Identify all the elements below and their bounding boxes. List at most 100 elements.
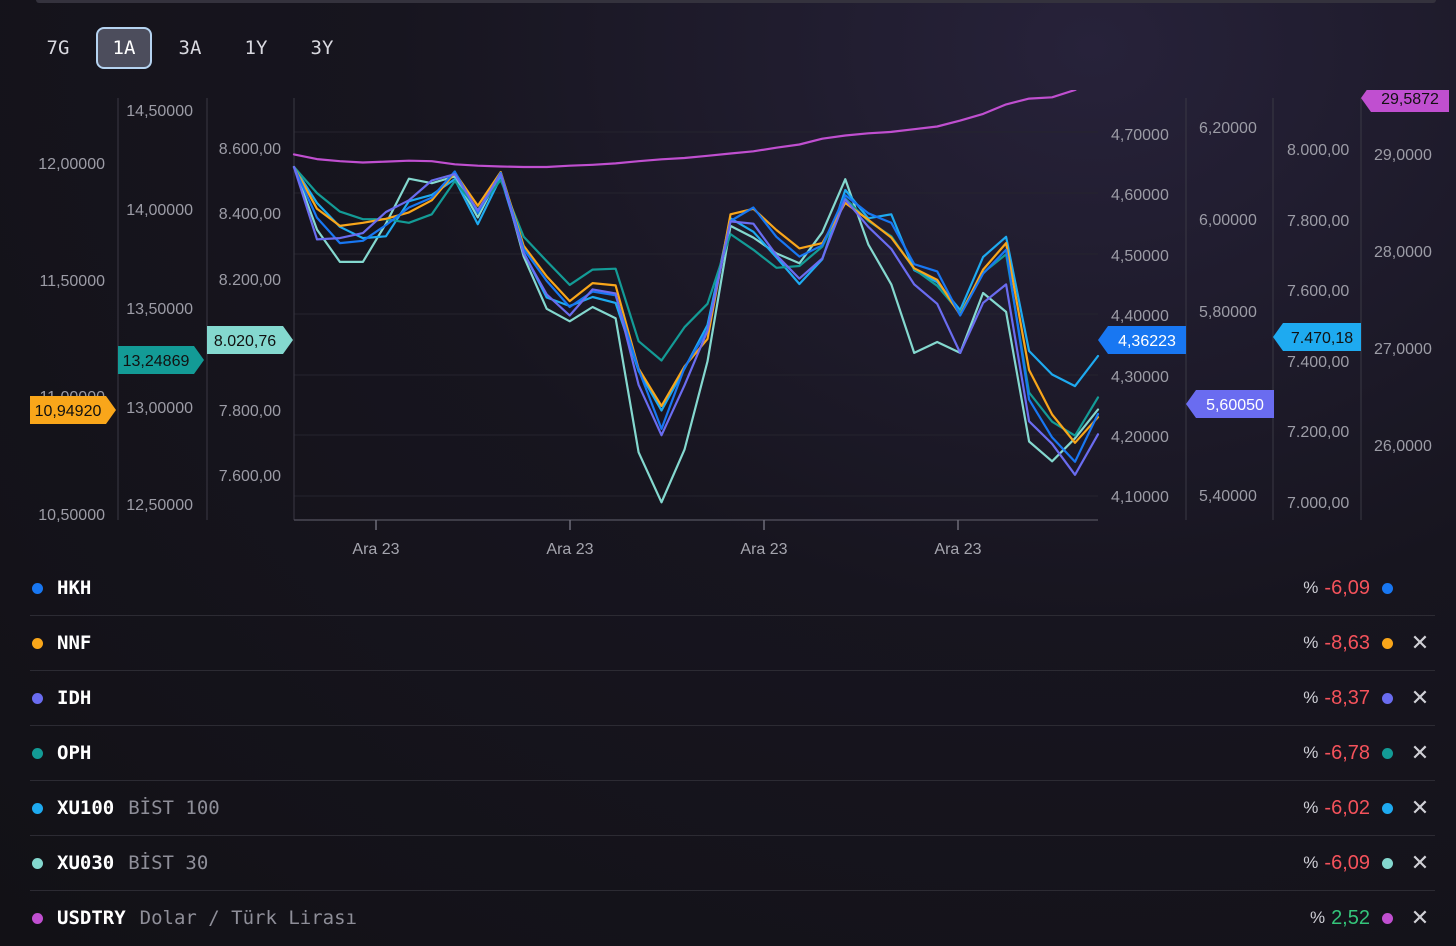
tick-label-a3-0: 8.600,00 bbox=[219, 141, 281, 158]
series-color-dot bbox=[32, 857, 43, 869]
x-tick-label-0: Ara 23 bbox=[352, 541, 399, 558]
percent-change: -8,63 bbox=[1324, 631, 1370, 654]
close-icon[interactable]: ✕ bbox=[1410, 685, 1430, 710]
series-color-dot bbox=[32, 747, 43, 759]
tab-1a[interactable]: 1A bbox=[96, 27, 152, 69]
series-line-hkh bbox=[292, 165, 1100, 463]
tab-3a[interactable]: 3A bbox=[178, 37, 202, 59]
tick-label-a4-6: 4,10000 bbox=[1111, 489, 1169, 506]
percent-sign: % bbox=[1303, 743, 1319, 762]
legend-row-hkh[interactable]: HKH% -6,09 bbox=[30, 561, 1435, 616]
value-tag-a4 bbox=[1098, 326, 1186, 354]
legend-row-nnf[interactable]: NNF% -8,63 ✕ bbox=[30, 616, 1435, 671]
value-tag-a7 bbox=[1361, 90, 1449, 112]
legend-symbol: XU030 bbox=[57, 852, 115, 874]
legend-description: BİST 30 bbox=[128, 852, 209, 874]
series-color-dot-right bbox=[1382, 747, 1393, 759]
close-icon[interactable]: ✕ bbox=[1410, 905, 1430, 930]
series-color-dot bbox=[32, 912, 43, 924]
period-tabs: 7G 1A 3A 1Y 3Y bbox=[30, 26, 350, 70]
legend-symbol: OPH bbox=[57, 742, 92, 764]
legend-symbol: USDTRY bbox=[57, 907, 126, 929]
legend-change-group: % 2,52 ✕ bbox=[1310, 891, 1435, 945]
legend-row-usdtry[interactable]: USDTRY Dolar / Türk Lirası% 2,52 ✕ bbox=[30, 891, 1435, 945]
legend-row-xu030[interactable]: XU030 BİST 30% -6,09 ✕ bbox=[30, 836, 1435, 891]
series-color-dot bbox=[32, 637, 43, 649]
tick-label-a2-0: 14,50000 bbox=[126, 103, 193, 120]
value-tag-a1 bbox=[30, 396, 116, 424]
tab-1y[interactable]: 1Y bbox=[244, 37, 268, 59]
tick-label-a4-2: 4,50000 bbox=[1111, 248, 1169, 265]
legend-change-group: % -6,09 bbox=[1303, 561, 1435, 615]
series-color-dot-right bbox=[1382, 582, 1393, 594]
tick-label-a2-3: 13,00000 bbox=[126, 400, 193, 417]
x-tick-label-1: Ara 23 bbox=[546, 541, 593, 558]
legend-change-group: % -8,37 ✕ bbox=[1303, 671, 1435, 725]
tick-label-a5-2: 5,80000 bbox=[1199, 304, 1257, 321]
tick-label-a7-1: 28,0000 bbox=[1374, 244, 1432, 261]
tick-label-a5-1: 6,00000 bbox=[1199, 212, 1257, 229]
tab-3y[interactable]: 3Y bbox=[310, 37, 334, 59]
tick-label-a4-1: 4,60000 bbox=[1111, 187, 1169, 204]
series-color-dot-right bbox=[1382, 802, 1393, 814]
legend-description: BİST 100 bbox=[128, 797, 220, 819]
series-color-dot-right bbox=[1382, 692, 1393, 704]
tab-7g[interactable]: 7G bbox=[46, 37, 70, 59]
close-icon[interactable]: ✕ bbox=[1410, 630, 1430, 655]
value-tag-label-a3: 8.020,76 bbox=[214, 333, 276, 350]
series-color-dot-right bbox=[1382, 857, 1393, 869]
legend-change-group: % -8,63 ✕ bbox=[1303, 616, 1435, 670]
tick-label-a6-3: 7.400,00 bbox=[1287, 354, 1349, 371]
legend-change-group: % -6,02 ✕ bbox=[1303, 781, 1435, 835]
legend-row-idh[interactable]: IDH% -8,37 ✕ bbox=[30, 671, 1435, 726]
close-icon[interactable]: ✕ bbox=[1410, 740, 1430, 765]
percent-sign: % bbox=[1303, 853, 1319, 872]
series-color-dot-right bbox=[1382, 637, 1393, 649]
tick-label-a6-0: 8.000,00 bbox=[1287, 142, 1349, 159]
tick-label-a1-1: 11,50000 bbox=[39, 273, 105, 290]
tick-label-a1-2: 10,50000 bbox=[38, 507, 105, 524]
tick-label-a3-1: 8.400,00 bbox=[219, 206, 281, 223]
legend-row-oph[interactable]: OPH% -6,78 ✕ bbox=[30, 726, 1435, 781]
tick-label-a6-4: 7.200,00 bbox=[1287, 424, 1349, 441]
percent-change: -6,78 bbox=[1324, 741, 1370, 764]
percent-sign: % bbox=[1303, 578, 1319, 597]
tick-label-a4-4: 4,30000 bbox=[1111, 369, 1169, 386]
tick-label-a5-0: 6,20000 bbox=[1199, 120, 1257, 137]
tick-label-a6-1: 7.800,00 bbox=[1287, 213, 1349, 230]
close-icon[interactable]: ✕ bbox=[1410, 795, 1430, 820]
value-tag-a2 bbox=[118, 346, 204, 374]
tick-label-a7-0: 29,0000 bbox=[1374, 147, 1432, 164]
percent-change: -6,09 bbox=[1324, 576, 1370, 599]
series-line-xu100 bbox=[292, 165, 1100, 412]
value-tag-label-a6: 7.470,18 bbox=[1291, 330, 1353, 347]
close-icon[interactable]: ✕ bbox=[1410, 850, 1430, 875]
value-tag-label-a1: 10,94920 bbox=[35, 403, 102, 420]
value-tag-label-a2: 13,24869 bbox=[123, 353, 190, 370]
legend-symbol: HKH bbox=[57, 577, 92, 599]
tick-label-a1-0: 12,00000 bbox=[38, 156, 105, 173]
legend-symbol: NNF bbox=[57, 632, 92, 654]
tick-label-a7-2: 27,0000 bbox=[1374, 341, 1432, 358]
tick-label-a2-4: 12,50000 bbox=[126, 497, 193, 514]
percent-sign: % bbox=[1309, 908, 1326, 927]
legend-row-xu100[interactable]: XU100 BİST 100 % -6,02 ✕ bbox=[30, 781, 1435, 836]
tick-label-a3-3: 7.800,00 bbox=[219, 403, 281, 420]
value-tag-label-a4: 4,36223 bbox=[1118, 333, 1176, 350]
x-tick-label-3: Ara 23 bbox=[934, 541, 981, 558]
series-color-dot-right bbox=[1382, 912, 1393, 924]
tick-label-a5-3: 5,40000 bbox=[1199, 488, 1257, 505]
comparison-chart[interactable]: 12,00000 11,50000 10,50000 14,50000 14,00000… bbox=[0, 90, 1456, 570]
series-line-idh bbox=[292, 165, 1100, 476]
legend-symbol: XU100 bbox=[57, 797, 115, 819]
legend-symbol: IDH bbox=[57, 687, 92, 709]
legend-list: HKH% -6,09 NNF% -8,63 ✕ IDH% -8,37 ✕ OPH% -6,78 ✕ X… bbox=[30, 561, 1435, 945]
tick-label-a6-2: 7.600,00 bbox=[1287, 283, 1349, 300]
percent-change: -8,37 bbox=[1324, 686, 1370, 709]
tick-label-a2-2: 13,50000 bbox=[126, 301, 193, 318]
tick-label-a4-3: 4,40000 bbox=[1111, 308, 1169, 325]
legend-change-group: % -6,78 ✕ bbox=[1303, 726, 1435, 780]
top-divider bbox=[36, 0, 1436, 3]
value-tag-a5 bbox=[1186, 390, 1274, 418]
percent-sign: % bbox=[1303, 633, 1319, 652]
